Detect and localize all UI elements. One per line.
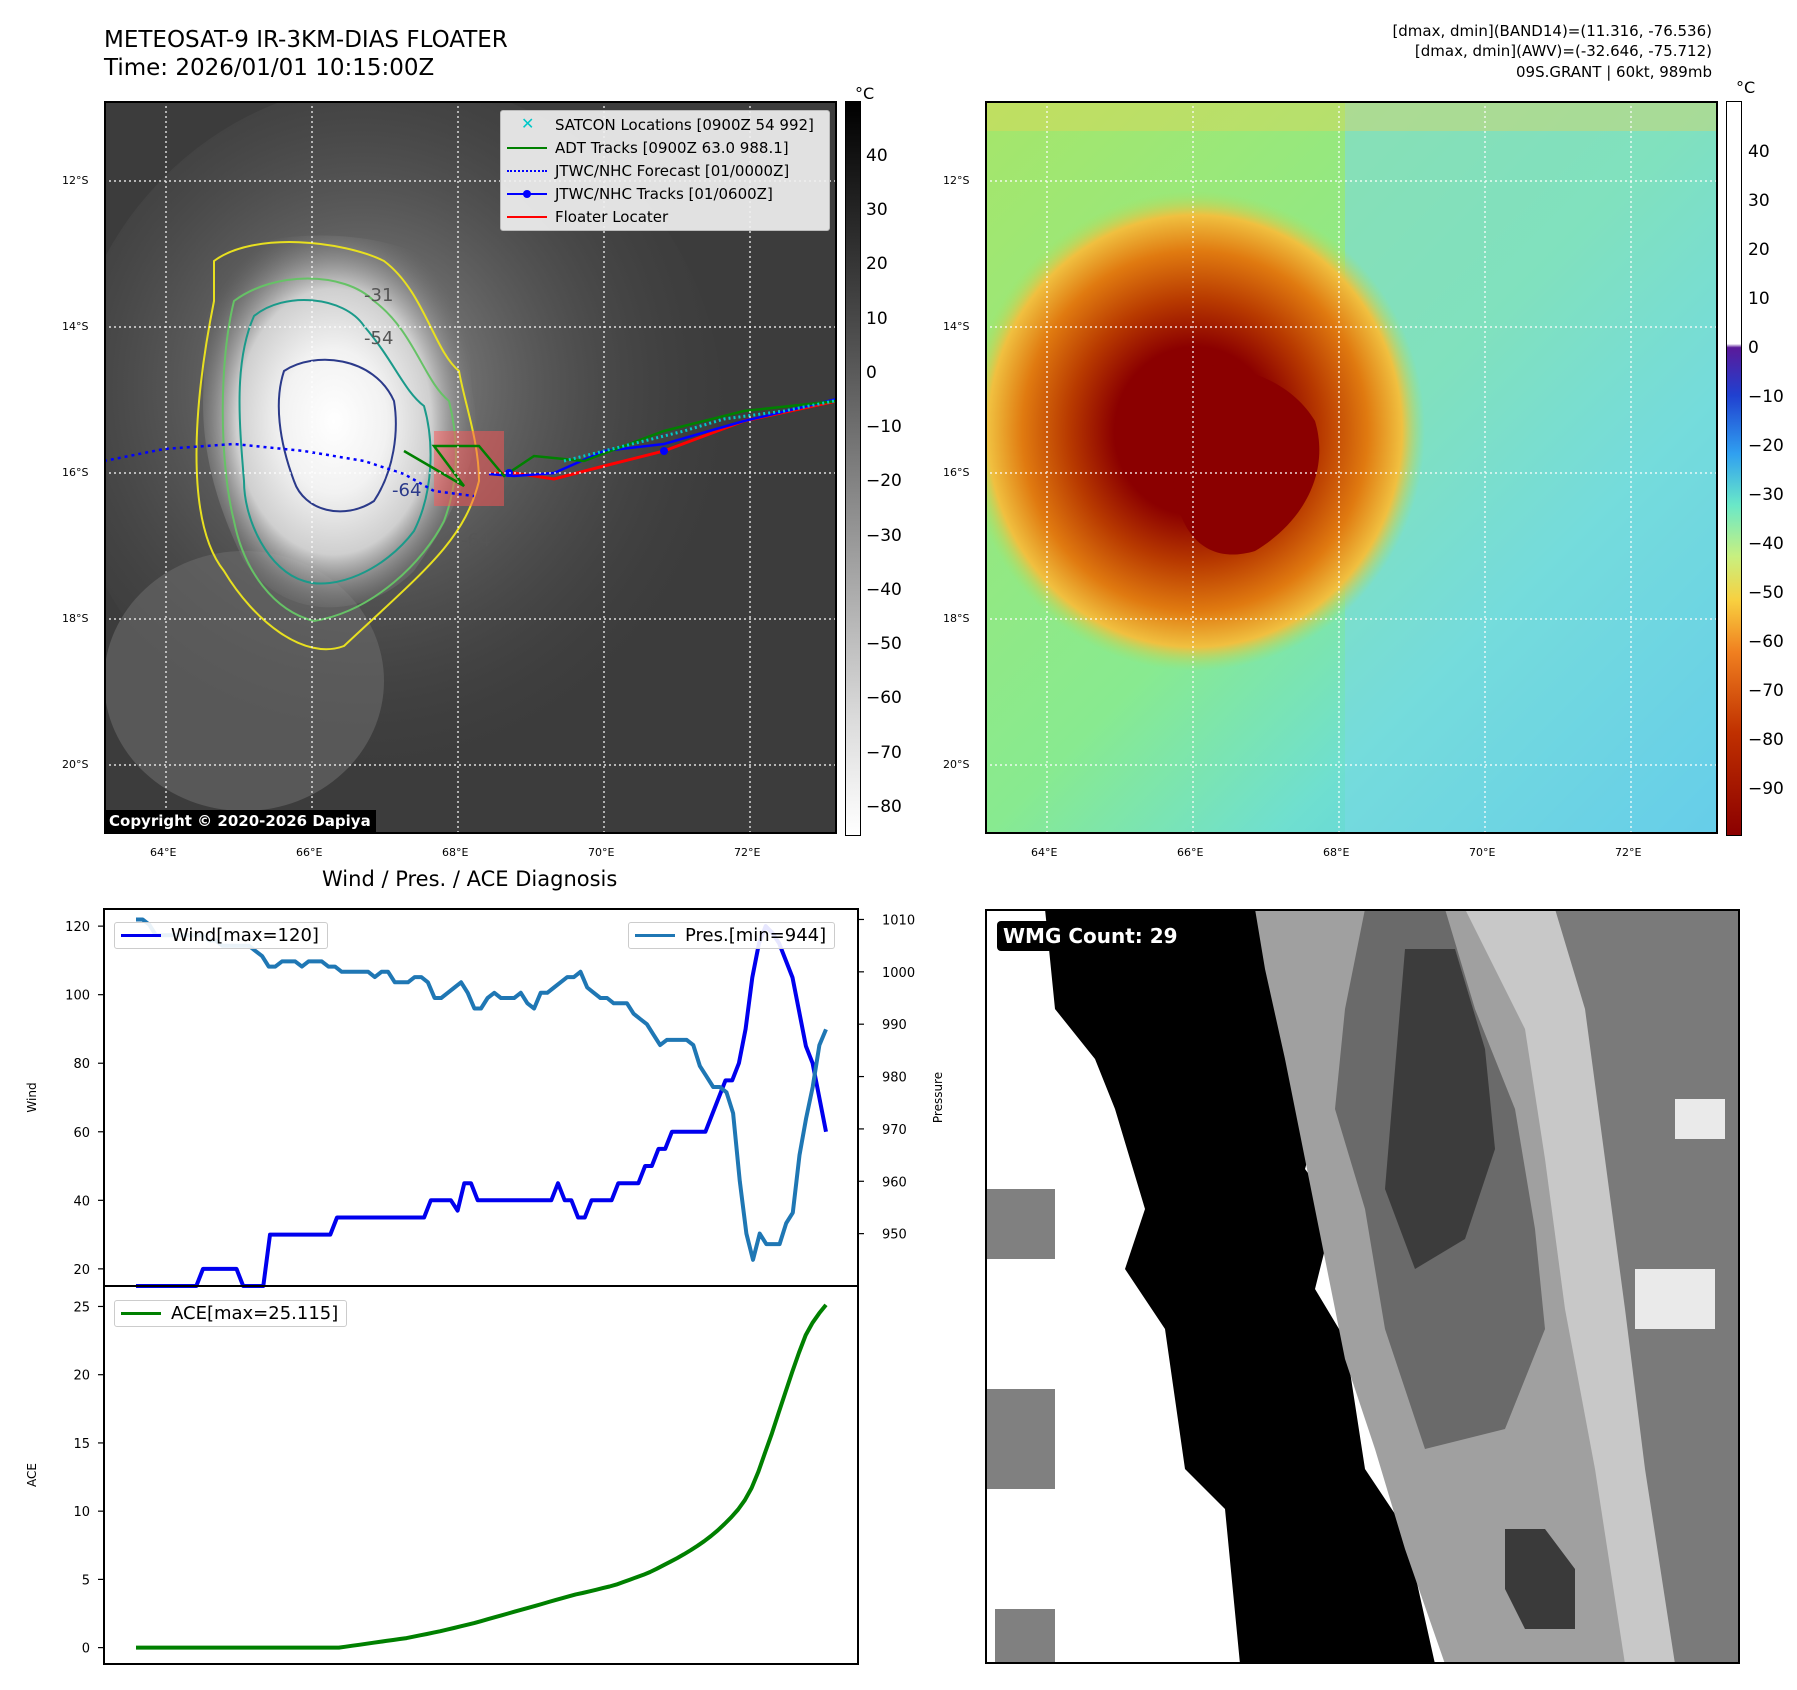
lon-label: 68°E	[1323, 846, 1350, 859]
y-tick-label: 100	[65, 989, 90, 1004]
diagnosis-title: Wind / Pres. / ACE Diagnosis	[322, 867, 618, 891]
ir-colorbar	[845, 101, 861, 836]
dmax-awv: [dmax, dmin](AWV)=(-32.646, -75.712)	[1414, 42, 1712, 60]
copyright-badge: Copyright © 2020-2026 Dapiya	[104, 810, 376, 832]
contour-label: -54	[364, 328, 393, 349]
adt-track	[403, 399, 837, 488]
y2-tick-label: 970	[882, 1123, 907, 1138]
lat-label: 18°S	[62, 612, 89, 625]
y-tick-label: 40	[73, 1194, 90, 1209]
lat-label: 18°S	[943, 612, 970, 625]
ace-legend: ACE[max=25.115]	[114, 1300, 348, 1327]
lon-label: 64°E	[150, 846, 177, 859]
legend-item-adt: ADT Tracks [0900Z 63.0 988.1]	[501, 136, 829, 159]
y-tick-label: 10	[73, 1505, 90, 1520]
y-tick-label: 60	[73, 1126, 90, 1141]
lon-label: 66°E	[296, 846, 323, 859]
contour-label: -64	[461, 530, 490, 551]
lon-label: 72°E	[734, 846, 761, 859]
lat-label: 16°S	[943, 466, 970, 479]
lat-label: 12°S	[62, 174, 89, 187]
map-grid	[985, 101, 1718, 834]
awv-satellite-map	[985, 101, 1718, 834]
lon-label: 70°E	[1469, 846, 1496, 859]
x-marker-icon: ✕	[521, 113, 535, 133]
lon-label: 64°E	[1031, 846, 1058, 859]
lat-label: 20°S	[943, 758, 970, 771]
series-line-ace	[136, 1303, 828, 1650]
series-line-wind	[136, 924, 828, 1288]
lat-label: 12°S	[943, 174, 970, 187]
y2-tick-label: 990	[882, 1018, 907, 1033]
y-axis-label: ACE	[25, 1463, 39, 1487]
y-tick-label: 120	[65, 920, 90, 935]
y2-axis-label: Pressure	[931, 1072, 945, 1123]
y2-tick-label: 1010	[882, 913, 915, 928]
legend-item-satcon: ✕ SATCON Locations [0900Z 54 992]	[501, 113, 829, 136]
y2-tick-label: 950	[882, 1228, 907, 1243]
plot-frame	[103, 1285, 859, 1665]
ir-colorbar-unit: °C	[855, 84, 875, 103]
lon-label: 70°E	[588, 846, 615, 859]
y-axis-label: Wind	[25, 1082, 39, 1112]
y-tick-label: 0	[82, 1642, 90, 1657]
map-time: Time: 2026/01/01 10:15:00Z	[104, 55, 435, 81]
y-tick-label: 80	[73, 1057, 90, 1072]
wmg-image	[985, 909, 1740, 1664]
storm-info: 09S.GRANT | 60kt, 989mb	[1515, 63, 1712, 81]
wmg-count-badge: WMG Count: 29	[997, 921, 1184, 951]
lat-label: 20°S	[62, 758, 89, 771]
map-title: METEOSAT-9 IR-3KM-DIAS FLOATER	[104, 27, 508, 53]
y2-tick-label: 1000	[882, 966, 915, 981]
legend-item-jtwc: JTWC/NHC Tracks [01/0600Z]	[501, 182, 829, 205]
y-tick-label: 25	[73, 1300, 90, 1315]
map-legend: ✕ SATCON Locations [0900Z 54 992] ADT Tr…	[500, 110, 830, 231]
lon-label: 66°E	[1177, 846, 1204, 859]
lat-label: 16°S	[62, 466, 89, 479]
forecast-track	[104, 442, 475, 498]
y2-tick-label: 960	[882, 1175, 907, 1190]
wind-legend: Wind[max=120]	[114, 922, 328, 949]
y2-tick-label: 980	[882, 1071, 907, 1086]
dmax-band14: [dmax, dmin](BAND14)=(11.316, -76.536)	[1392, 22, 1712, 40]
lat-label: 14°S	[943, 320, 970, 333]
legend-item-floater: Floater Locater	[501, 205, 829, 228]
series-line-pres.	[136, 917, 828, 1262]
lat-label: 14°S	[62, 320, 89, 333]
pressure-legend: Pres.[min=944]	[628, 922, 836, 949]
contour-label: -31	[364, 285, 393, 306]
y-tick-label: 20	[73, 1369, 90, 1384]
lon-label: 68°E	[442, 846, 469, 859]
y-tick-label: 5	[82, 1573, 90, 1588]
legend-item-forecast: JTWC/NHC Forecast [01/0000Z]	[501, 159, 829, 182]
y-tick-label: 15	[73, 1437, 90, 1452]
awv-colorbar	[1726, 101, 1742, 836]
y-tick-label: 20	[73, 1263, 90, 1278]
lon-label: 72°E	[1615, 846, 1642, 859]
contour-label: -64	[392, 480, 421, 501]
awv-colorbar-unit: °C	[1736, 78, 1756, 97]
